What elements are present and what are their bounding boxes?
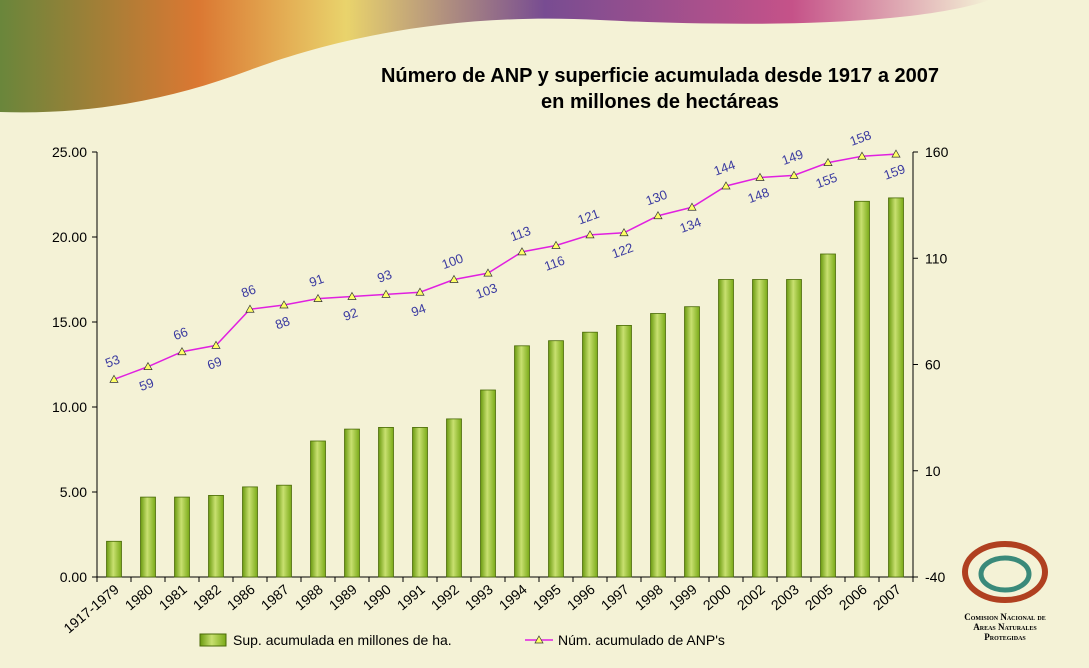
bar — [311, 441, 326, 577]
y-tick-label: 25.00 — [52, 144, 87, 160]
bar — [413, 427, 428, 577]
bar — [821, 254, 836, 577]
y-tick-label: 20.00 — [52, 229, 87, 245]
page: Número de ANP y superficie acumulada des… — [0, 0, 1089, 668]
y2-tick-label: 60 — [925, 357, 941, 373]
legend-label: Núm. acumulado de ANP's — [558, 632, 725, 648]
bar — [549, 341, 564, 577]
bar — [855, 201, 870, 577]
bar — [617, 325, 632, 577]
y-tick-label: 5.00 — [60, 484, 87, 500]
y2-tick-label: 110 — [925, 250, 948, 266]
y-tick-label: 15.00 — [52, 314, 87, 330]
y2-tick-label: 160 — [925, 144, 949, 160]
bar — [719, 280, 734, 578]
logo-text: Protegidas — [984, 632, 1026, 642]
bar — [277, 485, 292, 577]
chart-title: Número de ANP y superficie acumulada des… — [381, 65, 939, 87]
bar — [209, 495, 224, 577]
y-tick-label: 10.00 — [52, 399, 87, 415]
bar — [141, 497, 156, 577]
bar — [107, 541, 122, 577]
bar — [787, 280, 802, 578]
bar — [515, 346, 530, 577]
y-tick-label: 0.00 — [60, 569, 87, 585]
y2-tick-label: -40 — [925, 569, 945, 585]
bar — [583, 332, 598, 577]
bar — [651, 314, 666, 578]
chart-subtitle: en millones de hectáreas — [541, 91, 779, 113]
logo-text: Areas Naturales — [973, 622, 1037, 632]
bar — [379, 427, 394, 577]
bar — [889, 198, 904, 577]
logo-text: Comision Nacional de — [964, 612, 1046, 622]
chart: Número de ANP y superficie acumulada des… — [0, 0, 1089, 668]
bar — [447, 419, 462, 577]
bar — [753, 280, 768, 578]
bar — [175, 497, 190, 577]
bar — [243, 487, 258, 577]
legend-label: Sup. acumulada en millones de ha. — [233, 632, 452, 648]
y2-tick-label: 10 — [925, 463, 941, 479]
legend-swatch — [200, 634, 226, 646]
bar — [345, 429, 360, 577]
bar — [481, 390, 496, 577]
bar — [685, 307, 700, 577]
